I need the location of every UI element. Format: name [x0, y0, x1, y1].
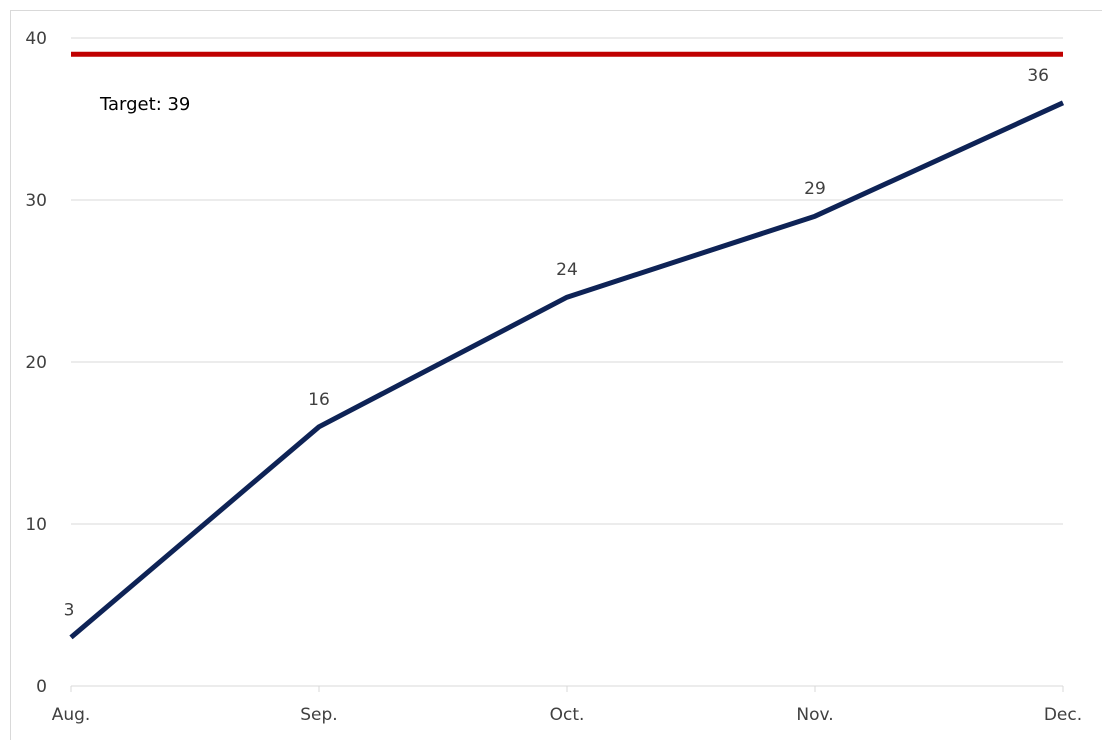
x-tick-label: Oct.	[550, 705, 585, 725]
data-label: 16	[308, 390, 330, 410]
chart-frame	[10, 10, 1102, 740]
series-line	[69, 100, 1065, 640]
y-tick-label: 20	[25, 353, 47, 373]
data-label: 29	[804, 179, 826, 199]
x-tick-label: Dec.	[1044, 705, 1082, 725]
y-tick-label: 10	[25, 515, 47, 535]
x-tick-label: Sep.	[300, 705, 337, 725]
x-tick-label: Nov.	[796, 705, 833, 725]
data-label: 36	[1027, 66, 1049, 86]
target-label: Target: 39	[99, 94, 190, 115]
y-tick-label: 30	[25, 191, 47, 211]
data-label: 24	[556, 260, 578, 280]
x-tick-label: Aug.	[52, 705, 91, 725]
data-label: 3	[64, 600, 75, 620]
y-tick-label: 0	[36, 677, 47, 697]
y-tick-label: 40	[25, 29, 47, 49]
